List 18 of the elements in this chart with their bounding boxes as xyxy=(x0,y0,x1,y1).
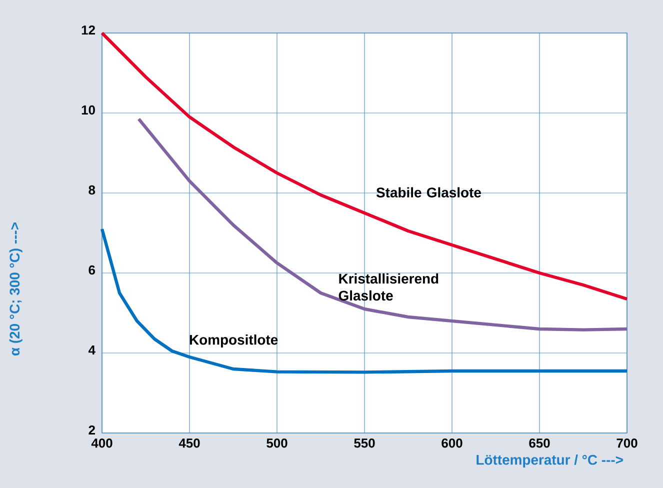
x-tick-label: 650 xyxy=(529,438,550,448)
series-label: Kristallisierend Glaslote xyxy=(338,273,438,301)
y-tick-label: 10 xyxy=(82,105,95,115)
x-tick-label: 700 xyxy=(616,438,638,448)
y-tick-label: 8 xyxy=(88,185,96,195)
y-tick-label: 2 xyxy=(88,425,95,435)
x-axis-title: Löttemperatur / °C ---> xyxy=(476,454,623,468)
y-tick-label: 12 xyxy=(82,25,95,35)
x-tick-label: 400 xyxy=(91,438,112,448)
x-tick-label: 450 xyxy=(178,438,200,448)
x-tick-label: 550 xyxy=(354,438,375,448)
series-label: Stabile Glaslote xyxy=(376,187,481,198)
series-label: Kompositlote xyxy=(190,334,278,348)
x-tick-label: 600 xyxy=(442,438,462,448)
x-tick-label: 500 xyxy=(266,438,288,448)
y-axis-title: α (20 °C; 300 °C) ---> xyxy=(9,222,22,356)
y-tick-label: 4 xyxy=(88,346,96,354)
y-tick-label: 6 xyxy=(88,265,96,275)
